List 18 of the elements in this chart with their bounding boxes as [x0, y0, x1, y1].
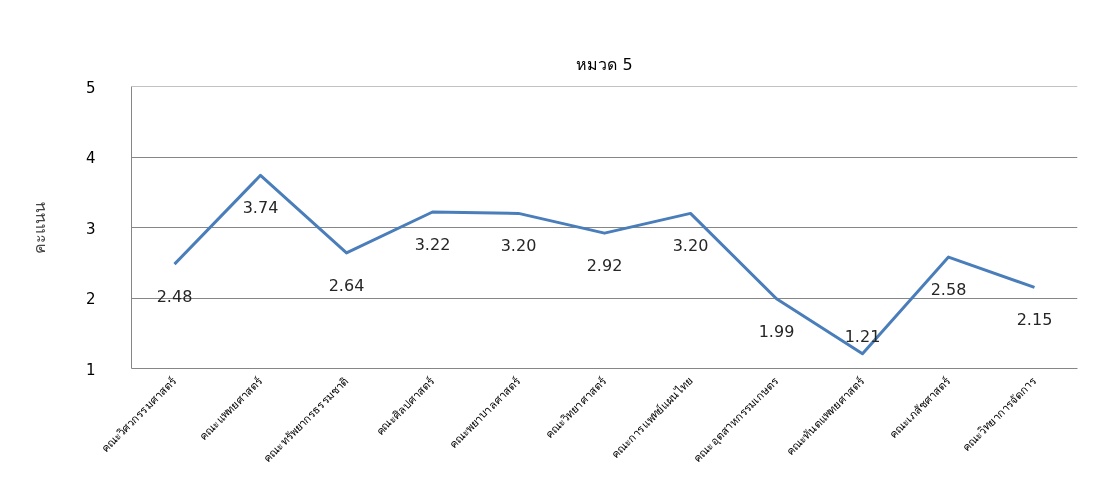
y-tick-label: 4 [85, 149, 96, 167]
data-label: 2.92 [586, 256, 623, 276]
y-tick-label: 2 [85, 290, 96, 308]
data-label: 3.74 [242, 198, 279, 218]
y-axis-title: คะแนน [29, 201, 49, 254]
data-label: 2.64 [328, 275, 365, 295]
data-label: 3.22 [414, 234, 451, 254]
data-label: 3.20 [672, 236, 709, 256]
chart-title: หมวด 5 [576, 54, 633, 74]
data-label: 1.21 [844, 326, 881, 346]
y-tick-label: 5 [85, 78, 96, 97]
data-label: 3.20 [500, 236, 537, 256]
data-label: 1.99 [758, 321, 795, 341]
data-label: 2.58 [930, 280, 967, 300]
data-label: 2.48 [156, 287, 193, 307]
data-label: 2.15 [1016, 310, 1053, 330]
y-tick-label: 3 [85, 219, 96, 238]
y-tick-label: 1 [85, 360, 96, 379]
